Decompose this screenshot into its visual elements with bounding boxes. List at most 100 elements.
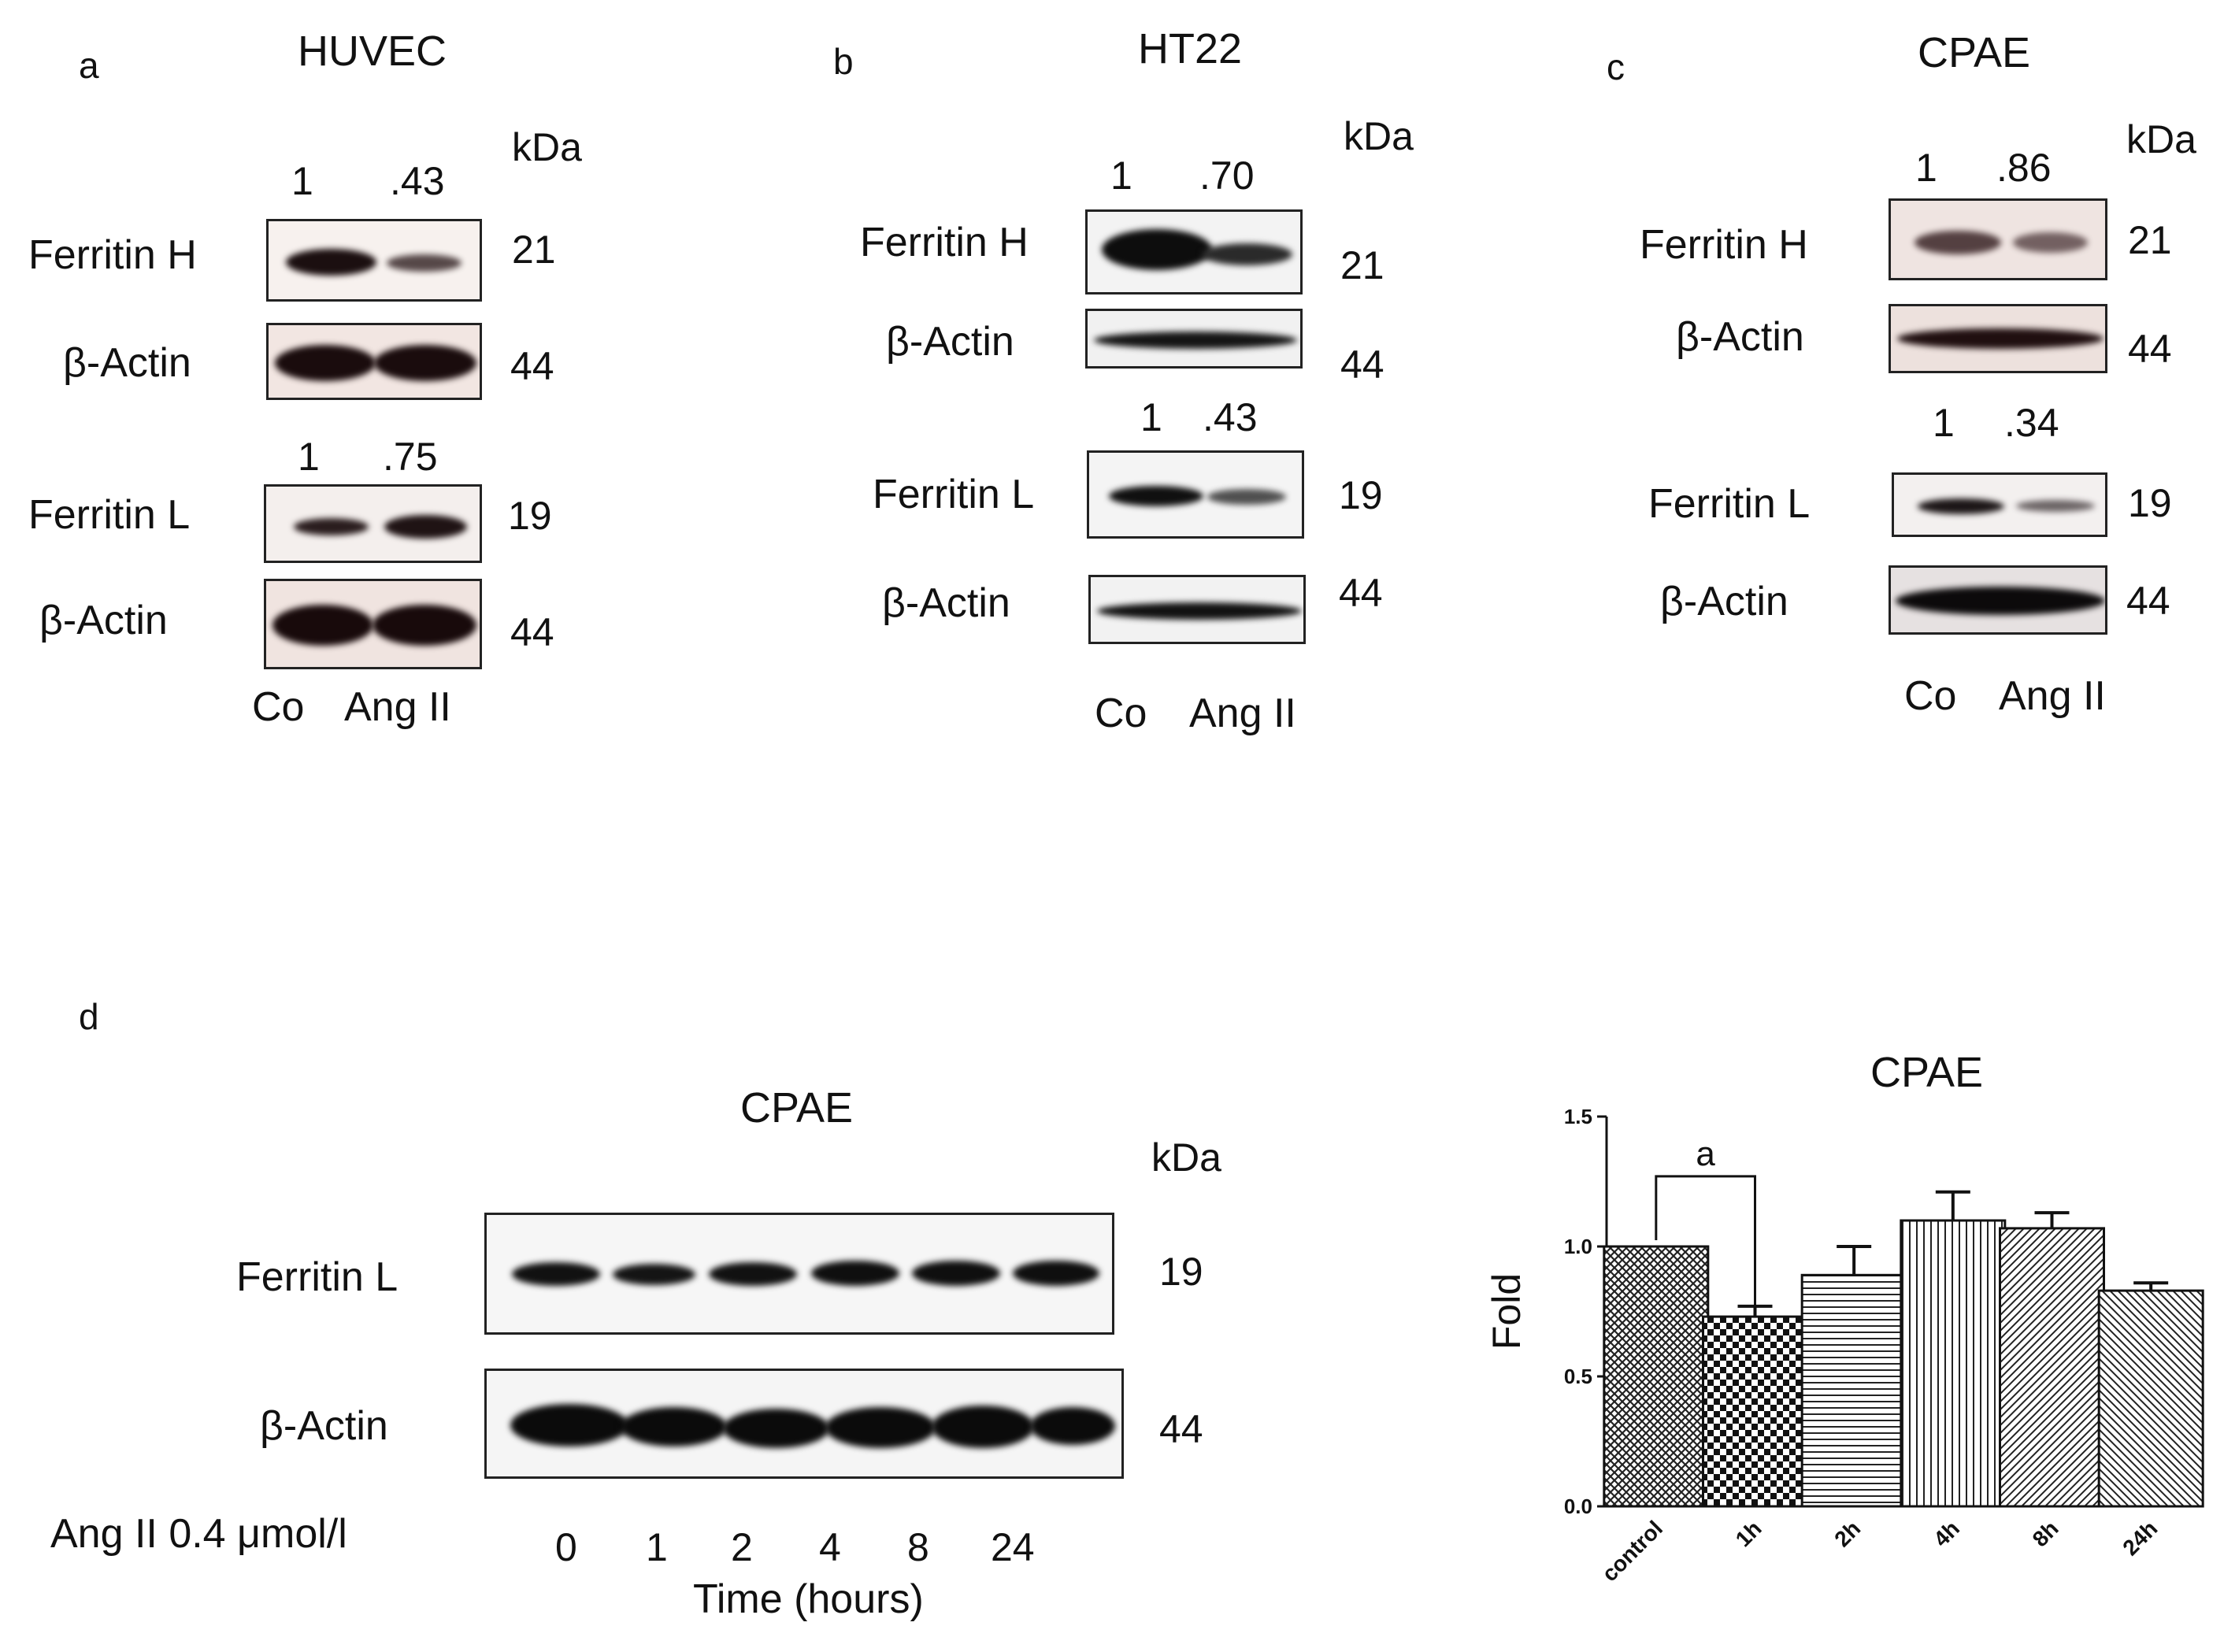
western-blot [1085, 309, 1303, 369]
quant-value: .43 [1203, 395, 1258, 439]
blot-label: β-Actin [39, 598, 168, 643]
western-blot [1889, 565, 2107, 635]
western-blot [266, 323, 482, 400]
mw-value: 44 [1339, 571, 1383, 615]
blot-label: Ferritin H [28, 232, 197, 278]
y-tick-label: 0.0 [1564, 1495, 1592, 1518]
mw-value: 19 [1339, 473, 1383, 517]
quant-value: 1 [1140, 395, 1162, 439]
lane-label: Co [252, 684, 305, 730]
bar [1702, 1315, 1808, 1508]
x-tick-label: 4h [1929, 1516, 1964, 1551]
panel-title: HUVEC [298, 28, 447, 75]
bar [2097, 1289, 2204, 1508]
bar [1800, 1273, 1907, 1508]
quant-value: .70 [1199, 154, 1255, 198]
blot-label: β-Actin [63, 340, 191, 386]
quant-value: .75 [383, 435, 438, 479]
lane-label: Ang II [1999, 673, 2106, 719]
panel-letter: a [79, 45, 99, 86]
panel-letter: d [79, 996, 99, 1037]
western-blot [484, 1213, 1114, 1335]
blot-label: Ferritin L [28, 492, 191, 538]
bar [1999, 1227, 2105, 1508]
y-axis-label: Fold [1485, 1273, 1529, 1350]
timepoint-label: 1 [646, 1525, 668, 1569]
mw-value: 19 [508, 494, 552, 538]
mw-value: 44 [1159, 1407, 1203, 1451]
mw-value: 19 [2128, 481, 2172, 525]
significance-bracket [1655, 1175, 1756, 1306]
timepoint-label: 0 [555, 1525, 577, 1569]
x-tick-label: 2h [1829, 1516, 1865, 1551]
lane-label: Co [1095, 691, 1147, 736]
chart-title: CPAE [1870, 1049, 1984, 1096]
western-blot [1889, 304, 2107, 373]
kda-label: kDa [1344, 114, 1414, 158]
timepoint-label: 24 [991, 1525, 1035, 1569]
quant-value: 1 [298, 435, 320, 479]
mw-value: 44 [510, 610, 554, 654]
y-tick-label: 1.0 [1564, 1235, 1592, 1258]
western-blot [1085, 209, 1303, 294]
kda-label: kDa [512, 125, 582, 169]
x-tick-label: 1h [1731, 1516, 1766, 1551]
blot-label: Ferritin L [1648, 481, 1811, 527]
quant-value: .43 [390, 159, 445, 203]
quant-value: .86 [1996, 146, 2052, 190]
blot-label: β-Actin [886, 319, 1014, 365]
panel-title: HT22 [1138, 25, 1243, 72]
quant-value: 1 [1933, 401, 1955, 445]
western-blot [264, 579, 482, 669]
mw-value: 44 [1340, 343, 1384, 387]
blot-label: Ferritin H [860, 220, 1029, 265]
panel-title: CPAE [740, 1084, 854, 1132]
time-axis-label: Time (hours) [693, 1576, 924, 1622]
lane-label: Ang II [344, 684, 451, 730]
x-tick-label: 8h [2028, 1516, 2063, 1551]
western-blot [484, 1369, 1124, 1479]
bar [1603, 1245, 1710, 1508]
timepoint-label: 4 [819, 1525, 841, 1569]
mw-value: 44 [2128, 327, 2172, 371]
mw-value: 21 [1340, 243, 1384, 287]
blot-label: β-Actin [1676, 314, 1804, 360]
quant-value: 1 [1915, 146, 1937, 190]
y-tick-label: 0.5 [1564, 1365, 1592, 1388]
mw-value: 21 [2128, 218, 2172, 262]
timepoint-label: 2 [731, 1525, 753, 1569]
kda-label: kDa [1151, 1135, 1221, 1180]
treatment-label: Ang II 0.4 μmol/l [50, 1511, 347, 1557]
western-blot [1088, 575, 1306, 644]
timepoint-label: 8 [907, 1525, 929, 1569]
kda-label: kDa [2126, 117, 2196, 161]
western-blot [1889, 198, 2107, 280]
lane-label: Ang II [1189, 691, 1296, 736]
quant-value: 1 [1110, 154, 1132, 198]
blot-label: β-Actin [1660, 579, 1788, 624]
quant-value: 1 [291, 159, 313, 203]
x-tick-label: control [1597, 1516, 1667, 1586]
blot-label: Ferritin L [236, 1254, 398, 1300]
panel-title: CPAE [1918, 29, 2031, 76]
mw-value: 44 [510, 344, 554, 388]
western-blot [266, 219, 482, 302]
bar [1900, 1219, 2007, 1508]
lane-label: Co [1904, 673, 1957, 719]
y-tick-label: 1.5 [1564, 1105, 1592, 1128]
panel-letter: c [1607, 46, 1625, 87]
mw-value: 44 [2126, 579, 2170, 623]
x-tick-label: 24h [2118, 1516, 2162, 1560]
mw-value: 19 [1159, 1250, 1203, 1294]
blot-label: Ferritin H [1640, 222, 1808, 268]
mw-value: 21 [512, 228, 556, 272]
western-blot [1087, 450, 1304, 539]
quant-value: .34 [2004, 401, 2059, 445]
blot-label: β-Actin [882, 580, 1010, 626]
western-blot [1892, 472, 2107, 537]
blot-label: β-Actin [260, 1403, 388, 1449]
western-blot [264, 484, 482, 563]
significance-label: a [1696, 1135, 1715, 1173]
blot-label: Ferritin L [873, 472, 1035, 517]
